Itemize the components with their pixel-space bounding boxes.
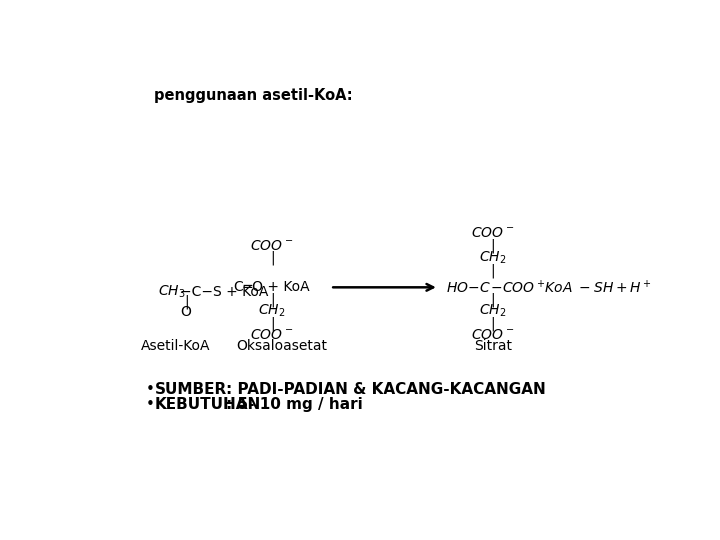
Text: |: | (270, 316, 274, 331)
Text: $CH_3$: $CH_3$ (158, 284, 186, 300)
Text: |: | (270, 292, 274, 307)
Text: $HO\!-\!C\!-\! COO^+\!KoA\ -SH + H^+$: $HO\!-\!C\!-\! COO^+\!KoA\ -SH + H^+$ (446, 279, 652, 296)
Text: $CH_2$: $CH_2$ (480, 250, 507, 266)
Text: C═O + KoA: C═O + KoA (234, 280, 310, 294)
Text: Asetil-KoA: Asetil-KoA (140, 339, 210, 353)
Text: SUMBER: SUMBER (155, 382, 228, 397)
Text: |: | (491, 292, 495, 307)
Text: −C−S + KoA: −C−S + KoA (180, 285, 269, 299)
Text: |: | (491, 263, 495, 278)
Text: $COO^-$: $COO^-$ (251, 328, 294, 342)
Text: |: | (491, 239, 495, 253)
Text: Sitrat: Sitrat (474, 339, 512, 353)
Text: O: O (181, 305, 192, 319)
Text: : 5- 10 mg / hari: : 5- 10 mg / hari (225, 397, 362, 412)
Text: •: • (145, 397, 155, 412)
Text: $CH_2$: $CH_2$ (480, 303, 507, 319)
Text: •: • (145, 382, 155, 397)
Text: $COO^-$: $COO^-$ (472, 226, 515, 240)
Text: : PADI-PADIAN & KACANG-KACANGAN: : PADI-PADIAN & KACANG-KACANGAN (225, 382, 545, 397)
Text: |: | (184, 295, 189, 309)
Text: KEBUTUHAN: KEBUTUHAN (155, 397, 261, 412)
Text: |: | (491, 316, 495, 331)
Text: Oksaloasetat: Oksaloasetat (237, 339, 328, 353)
Text: $COO^-$: $COO^-$ (472, 328, 515, 342)
Text: |: | (270, 251, 274, 265)
Text: penggunaan asetil-KoA:: penggunaan asetil-KoA: (153, 88, 352, 103)
Text: $COO^-$: $COO^-$ (251, 239, 294, 253)
Text: $CH_2$: $CH_2$ (258, 303, 286, 319)
